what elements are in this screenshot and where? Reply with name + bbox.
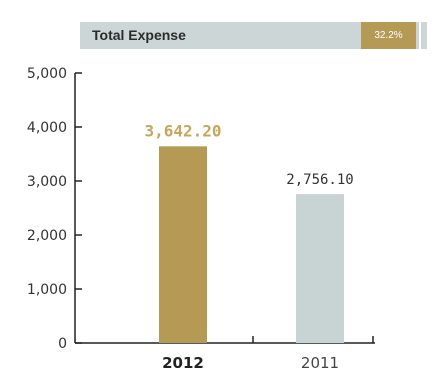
header-divider (419, 22, 421, 49)
y-tick-label: 3,000 (27, 174, 67, 190)
data-label-2012: 3,642.20 (144, 121, 221, 140)
data-label-2011: 2,756.10 (286, 172, 353, 188)
y-tick-label: 4,000 (27, 120, 67, 136)
y-tick-label: 5,000 (27, 66, 67, 82)
bar-2011 (296, 194, 344, 343)
bar-2012 (159, 146, 207, 343)
change-badge: 32.2% (361, 22, 416, 49)
y-tick-label: 0 (58, 336, 67, 352)
total-expense-header: Total Expense 32.2% (80, 22, 427, 49)
y-tick-label: 2,000 (27, 228, 67, 244)
category-label-2011: 2011 (301, 354, 339, 372)
y-tick-label: 1,000 (27, 282, 67, 298)
category-label-2012: 2012 (162, 354, 204, 372)
header-title: Total Expense (92, 27, 186, 43)
